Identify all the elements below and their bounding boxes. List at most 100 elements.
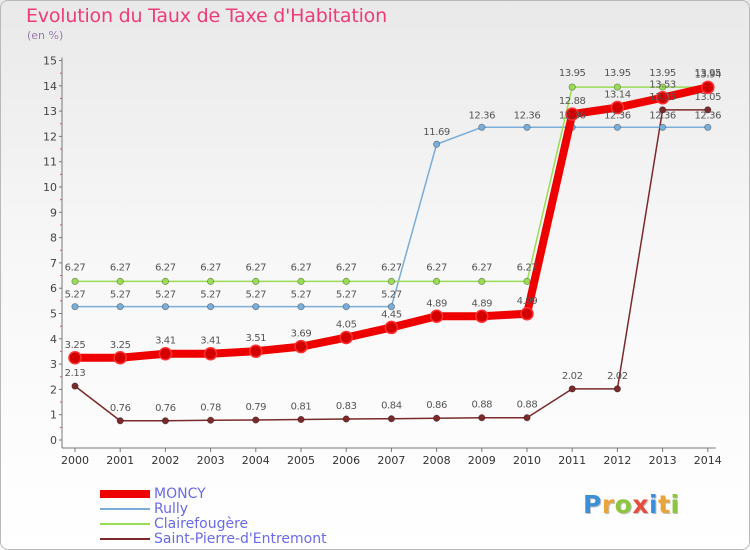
data-label: 3.25	[65, 340, 86, 351]
data-label: 12.36	[649, 110, 676, 121]
data-label: 0.83	[336, 401, 357, 412]
data-point	[658, 123, 667, 131]
data-label: 5.27	[381, 290, 402, 301]
data-point	[249, 344, 263, 358]
data-point	[704, 106, 712, 114]
legend-item: Clairefougère	[100, 515, 327, 532]
data-label: 13.05	[649, 92, 676, 103]
data-label: 0.76	[110, 403, 131, 414]
data-point	[478, 123, 486, 131]
data-point	[207, 416, 215, 424]
data-label: 4.89	[471, 298, 492, 309]
data-point	[342, 303, 350, 311]
data-label: 6.27	[336, 262, 357, 273]
data-label: 4.89	[426, 298, 447, 309]
data-label: 6.27	[200, 262, 221, 273]
data-point	[432, 277, 441, 285]
data-label: 2.13	[65, 368, 86, 379]
x-tick-label: 2004	[242, 454, 270, 467]
y-tick-label: 9	[50, 206, 57, 219]
y-tick-label: 3	[50, 358, 57, 371]
data-point	[701, 80, 715, 95]
y-tick-label: 15	[43, 55, 57, 68]
data-label: 0.76	[155, 403, 176, 414]
data-label: 13.95	[694, 68, 721, 79]
data-point	[203, 346, 218, 361]
data-point	[475, 309, 489, 324]
data-label: 5.27	[245, 290, 266, 301]
y-tick-label: 12	[43, 130, 57, 143]
proxiti-logo: Proxiti	[583, 490, 680, 519]
legend-swatch	[100, 522, 150, 525]
y-tick-label: 13	[43, 105, 57, 118]
data-label: 6.27	[381, 262, 402, 273]
legend-item: MONCY	[100, 485, 327, 502]
data-label: 6.27	[245, 262, 266, 273]
data-label: 2.02	[607, 371, 628, 382]
data-label: 5.27	[65, 290, 86, 301]
data-label: 0.86	[426, 400, 447, 411]
data-label: 6.27	[471, 262, 492, 273]
x-tick-label: 2012	[603, 454, 631, 467]
data-point	[429, 309, 444, 324]
data-point	[478, 277, 486, 285]
x-tick-label: 2007	[377, 454, 405, 467]
x-tick-label: 2006	[332, 454, 360, 467]
data-label: 0.88	[471, 400, 492, 411]
x-tick-label: 2011	[558, 454, 586, 467]
data-label: 5.27	[200, 290, 221, 301]
data-label: 13.95	[559, 68, 586, 79]
x-tick-label: 2008	[423, 454, 451, 467]
x-tick-label: 2014	[694, 454, 722, 467]
data-point	[655, 90, 670, 105]
x-tick-label: 2010	[513, 454, 541, 467]
data-point	[387, 303, 395, 311]
y-tick-label: 2	[50, 383, 57, 396]
data-point	[294, 339, 308, 354]
data-point	[387, 277, 395, 285]
data-point	[384, 320, 399, 335]
y-tick-label: 1	[50, 409, 57, 422]
data-point	[116, 277, 124, 285]
chart-title: Evolution du Taux de Taxe d'Habitation	[26, 5, 387, 27]
x-tick-label: 2002	[151, 454, 179, 467]
data-label: 6.27	[110, 262, 131, 273]
data-point	[161, 417, 169, 425]
chart-legend: MONCY Rully Clairefougère Saint-Pierre-d'En…	[100, 485, 327, 547]
data-label: 4.99	[517, 296, 538, 307]
data-label: 12.36	[604, 110, 631, 121]
data-point	[568, 385, 576, 393]
data-point	[297, 277, 305, 285]
data-point	[432, 414, 441, 422]
legend-label: Clairefougère	[154, 515, 249, 532]
data-point	[523, 277, 531, 285]
data-point	[297, 303, 305, 311]
data-label: 6.27	[517, 262, 538, 273]
data-point	[478, 414, 486, 422]
data-point	[252, 277, 260, 285]
data-point	[520, 307, 534, 321]
data-point	[339, 330, 353, 345]
data-label: 6.27	[291, 262, 312, 273]
data-point	[387, 415, 395, 423]
data-point	[161, 277, 169, 285]
data-point	[342, 415, 350, 423]
data-label: 5.27	[336, 290, 357, 301]
data-point	[568, 83, 576, 91]
legend-swatch	[100, 537, 150, 540]
data-point	[158, 346, 173, 361]
legend-label: MONCY	[154, 485, 206, 502]
data-label: 5.27	[155, 290, 176, 301]
data-point	[658, 83, 667, 91]
data-label: 4.05	[336, 320, 357, 331]
data-point	[523, 123, 531, 131]
data-point	[116, 417, 124, 425]
y-tick-label: 14	[43, 80, 57, 93]
legend-swatch	[100, 489, 150, 498]
legend-label: Rully	[154, 500, 189, 517]
data-label: 2.02	[562, 371, 583, 382]
y-tick-label: 4	[50, 333, 57, 346]
data-label: 12.88	[559, 96, 586, 107]
data-point	[71, 277, 79, 285]
legend-swatch	[100, 507, 150, 510]
